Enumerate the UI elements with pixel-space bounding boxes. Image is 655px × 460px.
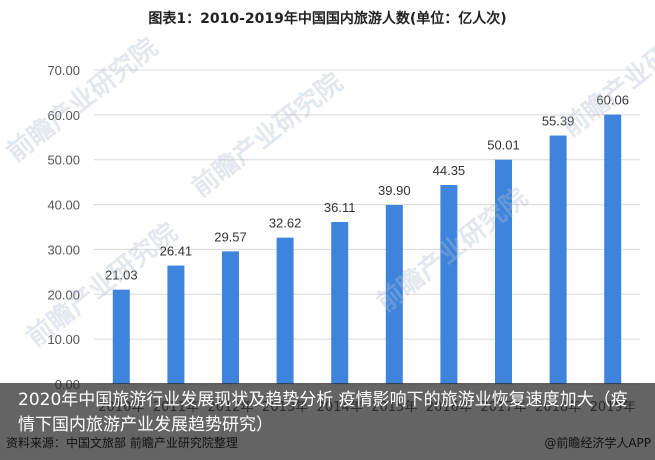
bar xyxy=(276,237,294,384)
data-label: 32.62 xyxy=(269,216,302,231)
bar xyxy=(385,205,403,384)
y-tick-label: 70.00 xyxy=(47,63,80,78)
chart-title: 图表1：2010-2019年中国国内旅游人数(单位：亿人次) xyxy=(148,11,507,27)
data-label: 50.01 xyxy=(487,138,520,153)
source-text: 资料来源：中国文旅部 前瞻产业研究院整理 xyxy=(6,436,238,450)
bar xyxy=(167,265,185,384)
bar xyxy=(549,135,567,384)
bar xyxy=(495,159,512,384)
brand-text: @前瞻经济学人APP xyxy=(544,436,651,450)
data-label: 44.35 xyxy=(433,163,466,178)
bar xyxy=(440,185,458,384)
data-label: 60.06 xyxy=(596,93,629,108)
data-label: 21.03 xyxy=(105,268,138,283)
y-tick-label: 50.00 xyxy=(47,153,80,168)
y-tick-label: 40.00 xyxy=(47,198,80,213)
caption-overlay xyxy=(0,383,655,460)
y-tick-label: 10.00 xyxy=(47,332,80,347)
data-label: 29.57 xyxy=(214,229,247,244)
data-label: 36.11 xyxy=(324,200,356,215)
y-tick-label: 30.00 xyxy=(47,242,80,257)
bar xyxy=(604,114,622,384)
bar xyxy=(112,289,130,384)
data-label: 55.39 xyxy=(542,114,575,129)
caption-text: 2020年中国旅游行业发展现状及趋势分析 疫情影响下的旅游业恢复速度加大（疫情下… xyxy=(18,390,628,435)
y-tick-label: 60.00 xyxy=(47,108,80,123)
bar xyxy=(331,222,349,384)
data-label: 26.41 xyxy=(160,244,193,259)
data-label: 39.90 xyxy=(378,183,411,198)
bar xyxy=(222,251,239,384)
y-tick-label: 20.00 xyxy=(47,287,80,302)
bars xyxy=(112,114,622,384)
